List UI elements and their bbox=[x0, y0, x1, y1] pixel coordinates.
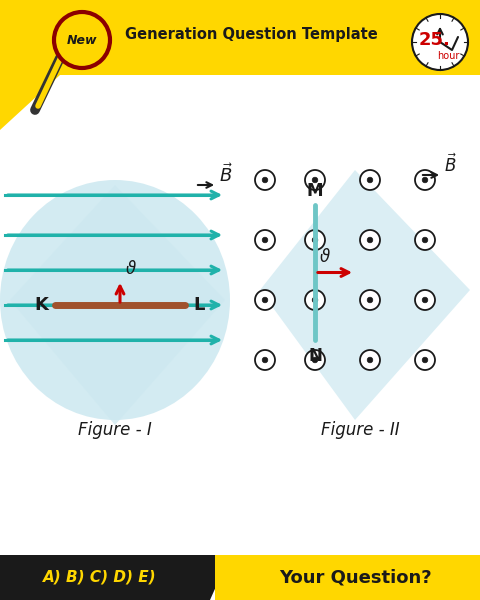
Circle shape bbox=[312, 357, 318, 363]
Circle shape bbox=[262, 237, 268, 243]
Polygon shape bbox=[0, 555, 230, 600]
Text: $\vec{B}$: $\vec{B}$ bbox=[219, 164, 233, 187]
Circle shape bbox=[367, 177, 373, 183]
Circle shape bbox=[415, 230, 435, 250]
Text: L: L bbox=[193, 296, 204, 314]
Text: N: N bbox=[308, 347, 322, 365]
Circle shape bbox=[415, 350, 435, 370]
Text: $\vartheta$: $\vartheta$ bbox=[125, 260, 137, 278]
Text: New: New bbox=[67, 34, 97, 46]
Circle shape bbox=[255, 170, 275, 190]
Text: hour: hour bbox=[437, 51, 459, 61]
Circle shape bbox=[360, 170, 380, 190]
Circle shape bbox=[312, 177, 318, 183]
Circle shape bbox=[255, 230, 275, 250]
Circle shape bbox=[360, 230, 380, 250]
Circle shape bbox=[312, 297, 318, 303]
Circle shape bbox=[312, 237, 318, 243]
Text: $\vec{B}$: $\vec{B}$ bbox=[444, 154, 457, 176]
Text: 25.: 25. bbox=[419, 31, 451, 49]
Text: Generation Question Template: Generation Question Template bbox=[125, 28, 378, 43]
Circle shape bbox=[415, 170, 435, 190]
Circle shape bbox=[360, 350, 380, 370]
Text: $\vartheta$: $\vartheta$ bbox=[319, 247, 331, 265]
Circle shape bbox=[360, 290, 380, 310]
Circle shape bbox=[422, 297, 428, 303]
Text: Figure - II: Figure - II bbox=[321, 421, 399, 439]
Circle shape bbox=[415, 290, 435, 310]
Text: A) B) C) D) E): A) B) C) D) E) bbox=[43, 570, 157, 585]
Circle shape bbox=[305, 350, 325, 370]
Circle shape bbox=[422, 177, 428, 183]
Circle shape bbox=[262, 297, 268, 303]
Circle shape bbox=[262, 177, 268, 183]
Circle shape bbox=[422, 237, 428, 243]
Text: K: K bbox=[34, 296, 48, 314]
Circle shape bbox=[367, 357, 373, 363]
Circle shape bbox=[412, 14, 468, 70]
Circle shape bbox=[255, 290, 275, 310]
Circle shape bbox=[54, 12, 110, 68]
Circle shape bbox=[367, 237, 373, 243]
Polygon shape bbox=[0, 0, 60, 130]
Bar bbox=[0, 0, 480, 75]
Circle shape bbox=[367, 297, 373, 303]
Circle shape bbox=[422, 357, 428, 363]
Ellipse shape bbox=[0, 180, 230, 420]
Text: Your Question?: Your Question? bbox=[279, 569, 432, 587]
Text: Figure - I: Figure - I bbox=[78, 421, 152, 439]
Polygon shape bbox=[260, 170, 470, 420]
Polygon shape bbox=[10, 185, 225, 425]
Bar bbox=[215, 555, 480, 600]
Circle shape bbox=[305, 290, 325, 310]
Circle shape bbox=[305, 170, 325, 190]
Circle shape bbox=[305, 230, 325, 250]
Text: M: M bbox=[307, 182, 323, 200]
Circle shape bbox=[262, 357, 268, 363]
Circle shape bbox=[255, 350, 275, 370]
